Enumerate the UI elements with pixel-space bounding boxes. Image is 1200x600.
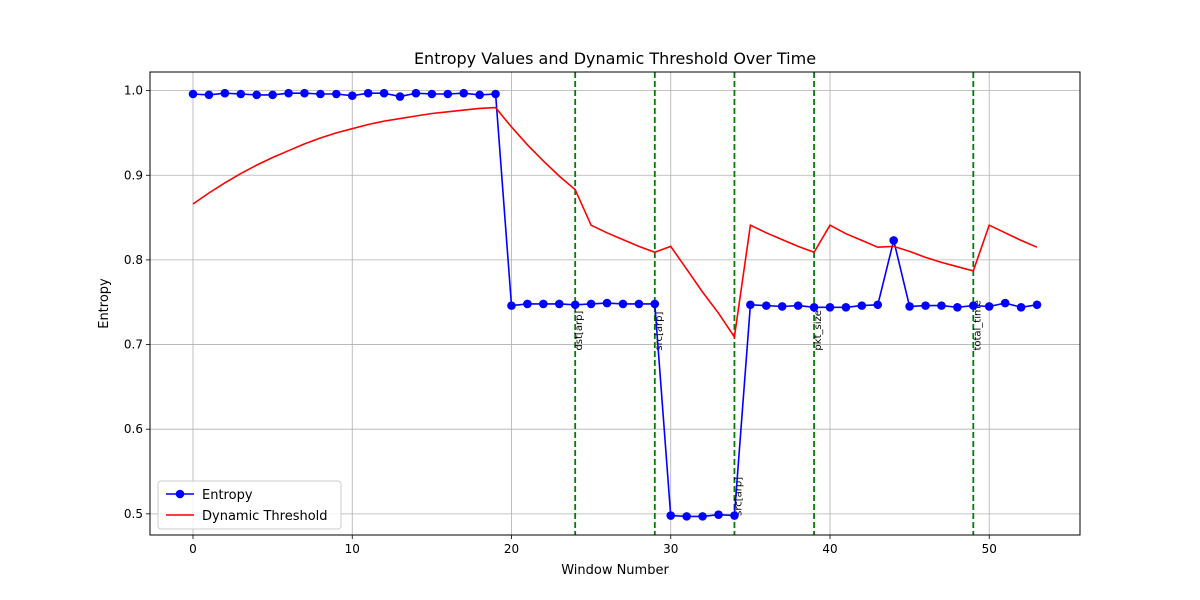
entropy-point	[889, 236, 898, 245]
entropy-point	[1000, 298, 1010, 308]
x-axis-label: Window Number	[561, 563, 669, 578]
dynamic-threshold-line	[192, 106, 1038, 340]
entropy-point	[793, 301, 803, 310]
entropy-point	[809, 303, 819, 312]
entropy-point	[507, 301, 516, 310]
change-marker-label: src[arp]	[654, 311, 665, 350]
x-tick-label: 10	[345, 542, 360, 556]
entropy-point	[459, 88, 469, 98]
entropy-point	[714, 510, 723, 519]
entropy-point	[841, 303, 851, 312]
entropy-point	[825, 303, 835, 312]
entropy-point	[730, 511, 739, 520]
y-tick-label: 1.0	[124, 84, 143, 98]
entropy-point	[682, 512, 691, 521]
entropy-point	[570, 300, 580, 310]
entropy-point	[395, 92, 405, 101]
chart-title: Entropy Values and Dynamic Threshold Ove…	[414, 49, 816, 68]
x-tick-label: 30	[663, 542, 678, 556]
entropy-point	[284, 88, 293, 98]
series-group	[188, 88, 1042, 521]
entropy-point	[236, 89, 246, 99]
entropy-point	[1016, 303, 1026, 312]
change-marker-label: dst[arp]	[574, 311, 585, 351]
y-tick-label: 0.7	[124, 338, 143, 352]
entropy-point	[347, 91, 357, 101]
entropy-point	[188, 89, 198, 99]
entropy-point	[363, 88, 373, 98]
entropy-point	[554, 299, 564, 309]
entropy-point	[921, 301, 930, 310]
change-marker-label: pkt_size	[813, 310, 824, 350]
entropy-point	[332, 89, 341, 99]
entropy-point	[300, 88, 309, 98]
entropy-point	[204, 90, 214, 100]
entropy-point	[698, 512, 707, 521]
y-tick-label: 0.6	[124, 422, 143, 436]
legend-marker-entropy	[175, 489, 185, 499]
legend-label-entropy: Entropy	[202, 488, 253, 503]
y-tick-label: 0.9	[124, 168, 143, 182]
entropy-point	[634, 299, 644, 309]
entropy-point	[761, 301, 771, 310]
change-markers: dst[arp] src[arp] src[arp] pkt_size total_ti…	[574, 72, 983, 535]
entropy-point	[746, 300, 755, 310]
entropy-point	[777, 302, 787, 311]
axis-ticks: 0 10 20 30 40 50 0.5 0.6 0.7 0.8 0.9 1.0	[124, 84, 997, 556]
entropy-point	[873, 300, 883, 310]
entropy-point	[984, 302, 994, 311]
entropy-point	[268, 90, 277, 100]
legend-label-dynamic-threshold: Dynamic Threshold	[202, 509, 328, 524]
y-tick-label: 0.8	[124, 253, 143, 267]
entropy-point	[539, 299, 548, 309]
y-axis-label: Entropy	[97, 278, 112, 329]
plot-frame	[149, 71, 1081, 536]
entropy-point	[379, 88, 389, 98]
x-tick-label: 50	[982, 542, 997, 556]
entropy-point	[523, 299, 532, 309]
entropy-point	[586, 299, 596, 309]
entropy-point	[857, 301, 867, 310]
legend: Entropy Dynamic Threshold	[157, 480, 342, 530]
entropy-point	[953, 303, 962, 312]
entropy-point	[937, 301, 946, 310]
entropy-point	[220, 88, 230, 98]
entropy-point	[316, 89, 325, 99]
change-marker-label: total_time	[972, 300, 983, 350]
y-tick-label: 0.5	[124, 507, 143, 521]
entropy-point	[650, 299, 660, 309]
entropy-point	[411, 88, 421, 98]
entropy-point	[252, 90, 261, 100]
entropy-point	[443, 89, 453, 99]
entropy-point	[427, 89, 437, 99]
entropy-point	[618, 299, 628, 309]
entropy-point	[666, 511, 676, 520]
x-tick-label: 20	[504, 542, 519, 556]
entropy-point	[905, 302, 914, 311]
entropy-point	[475, 90, 484, 100]
entropy-point	[602, 298, 612, 308]
entropy-point	[491, 89, 500, 99]
x-tick-label: 40	[822, 542, 837, 556]
x-tick-label: 0	[189, 542, 197, 556]
change-marker-label: src[arp]	[733, 477, 744, 516]
entropy-point	[1032, 300, 1042, 310]
legend-box	[157, 480, 342, 530]
entropy-point	[969, 301, 978, 310]
